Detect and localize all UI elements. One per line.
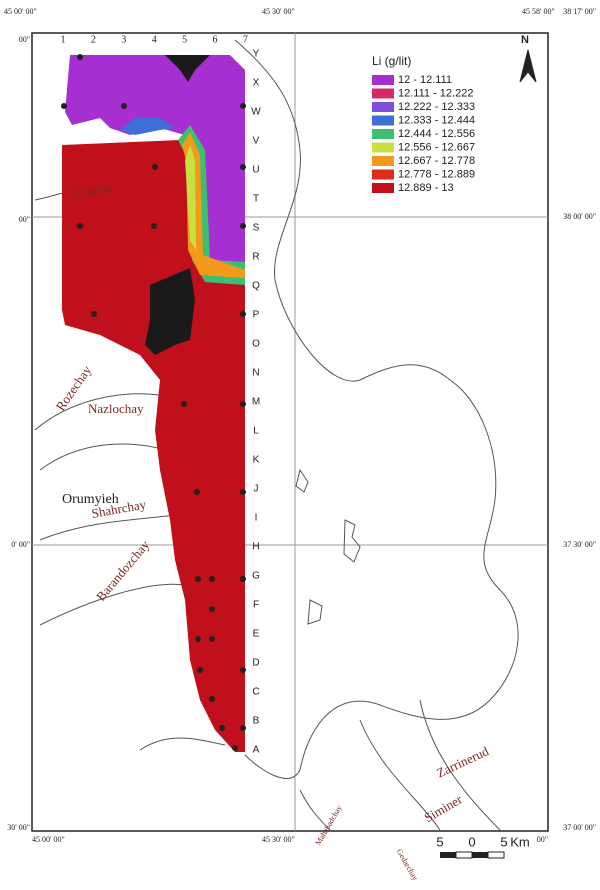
rivers <box>34 186 501 831</box>
scale-label: 0 <box>468 834 475 849</box>
row-label: T <box>253 194 259 205</box>
row-label: E <box>253 629 260 640</box>
island <box>295 468 361 625</box>
column-label: 6 <box>213 34 218 45</box>
row-label: A <box>253 745 260 756</box>
river-label: Gedarchay <box>395 847 420 882</box>
row-label: F <box>253 600 259 611</box>
li-zone <box>145 268 195 355</box>
column-label: 4 <box>152 34 157 45</box>
legend-swatch <box>372 183 394 193</box>
row-label: I <box>255 513 258 524</box>
row-label: B <box>253 716 260 727</box>
legend-label: 12.667 - 12.778 <box>398 155 475 167</box>
legend-swatch <box>372 156 394 166</box>
shoreline <box>234 39 519 779</box>
row-label: W <box>251 107 261 118</box>
legend-label: 12.444 - 12.556 <box>398 128 475 140</box>
row-label: M <box>252 397 260 408</box>
coord-label: 45 00' 00" <box>32 835 65 844</box>
legend-swatch <box>372 142 394 153</box>
legend-swatch <box>372 75 394 85</box>
row-label: S <box>253 223 260 234</box>
legend-title: Li (g/lit) <box>372 54 411 68</box>
row-label: Q <box>252 281 260 292</box>
scale-label: Km <box>510 834 530 849</box>
scale-label: 5 <box>436 834 443 849</box>
sample-points <box>61 54 246 751</box>
city-label: Orumyieh <box>62 492 119 507</box>
north-label: N <box>521 34 529 46</box>
column-label: 1 <box>61 34 66 45</box>
river-label: Nazlochay <box>88 401 144 416</box>
scale-label: 5 <box>500 834 507 849</box>
column-label: 5 <box>182 34 187 45</box>
river-label: Zolacha <box>69 180 113 201</box>
legend-swatch <box>372 129 394 139</box>
row-label: J <box>254 484 259 495</box>
row-label: V <box>253 136 260 147</box>
row-label: C <box>252 687 259 698</box>
legend-swatch <box>372 115 394 126</box>
coord-label: 37 30' 00" <box>563 540 596 549</box>
legend-label: 12.111 - 12.222 <box>398 87 473 99</box>
coord-label: 38 17' 00" <box>563 7 596 16</box>
legend-label: 12.556 - 12.667 <box>398 141 475 153</box>
li-zone <box>62 130 245 752</box>
legend-swatch <box>372 102 394 112</box>
li-zone <box>120 118 175 135</box>
north-arrow <box>519 49 537 83</box>
column-label: 7 <box>243 34 248 45</box>
row-label: D <box>252 658 259 669</box>
li-zone <box>182 132 245 278</box>
row-label: X <box>253 78 260 89</box>
row-label: Y <box>253 49 260 60</box>
coord-label: 00" <box>537 835 548 844</box>
coord-label: 45 00' 00" <box>4 7 37 16</box>
column-label: 2 <box>91 34 96 45</box>
row-label: N <box>252 368 259 379</box>
coord-label: 45 58' 00" <box>522 7 555 16</box>
row-label: R <box>252 252 259 263</box>
legend-label: 12.222 - 12.333 <box>398 101 475 113</box>
legend-label: 12 - 12.111 <box>398 74 452 86</box>
scale-bar <box>440 851 505 859</box>
coord-label: 37 00' 00" <box>563 823 596 832</box>
column-label: 3 <box>121 34 126 45</box>
row-label: G <box>252 571 260 582</box>
legend-swatch <box>372 88 394 99</box>
li-zone <box>165 55 210 82</box>
coord-label: 00" <box>19 215 30 224</box>
legend-label: 12.778 - 12.889 <box>398 168 475 180</box>
coord-label: 45 30' 00" <box>262 7 295 16</box>
legend-label: 12.889 - 13 <box>398 182 454 194</box>
li-zone <box>65 55 245 270</box>
coord-label: 45 30' 00" <box>262 835 295 844</box>
row-label: L <box>253 426 259 437</box>
row-label: K <box>253 455 260 466</box>
coord-label: 38 00' 00" <box>563 212 596 221</box>
li-map <box>62 55 245 752</box>
legend-swatch <box>372 169 394 180</box>
row-label: U <box>252 165 259 176</box>
row-label: O <box>252 339 260 350</box>
row-label: H <box>252 542 259 553</box>
coord-label: 30' 00" <box>7 823 30 832</box>
coord-label: 00" <box>19 35 30 44</box>
coord-label: 0' 00" <box>11 540 30 549</box>
legend-label: 12.333 - 12.444 <box>398 114 475 126</box>
li-zone <box>185 145 196 250</box>
row-label: P <box>253 310 260 321</box>
